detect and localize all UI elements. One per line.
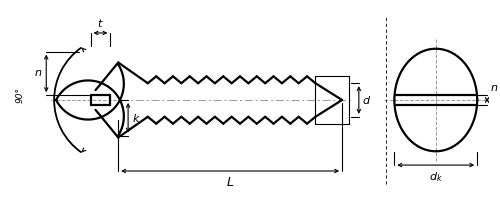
- Text: 90°: 90°: [16, 87, 24, 103]
- Text: $n$: $n$: [34, 68, 42, 78]
- Text: $L$: $L$: [226, 176, 234, 189]
- Text: $d_k$: $d_k$: [429, 170, 442, 184]
- Text: $n$: $n$: [490, 83, 498, 93]
- Text: $d$: $d$: [362, 94, 371, 106]
- Text: $t$: $t$: [97, 17, 104, 29]
- Text: $k$: $k$: [132, 112, 141, 124]
